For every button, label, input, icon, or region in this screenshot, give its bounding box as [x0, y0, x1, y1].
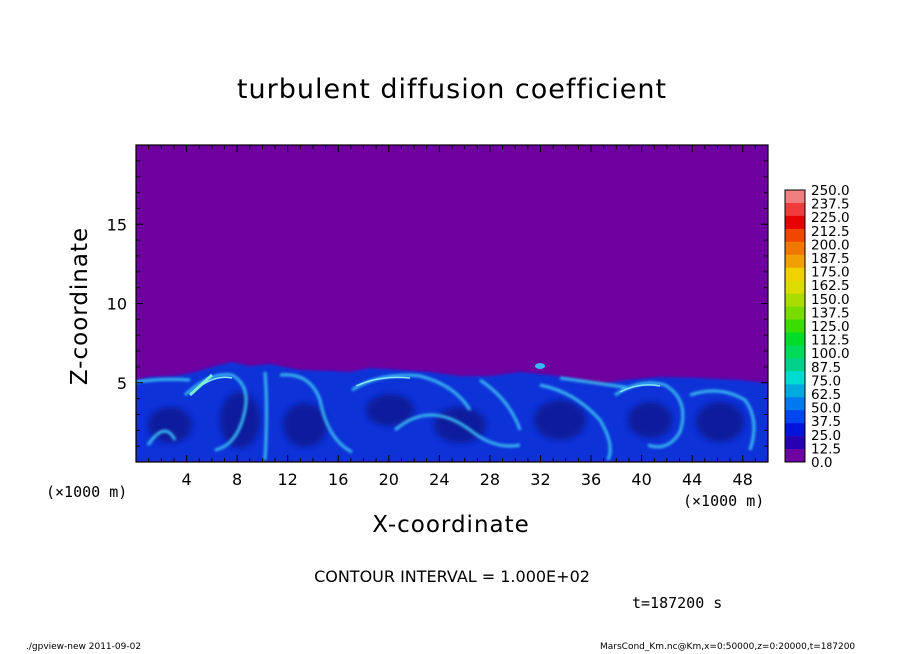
colorbar: 250.0237.5225.0212.5200.0187.5175.0162.5…: [784, 183, 850, 471]
x-tick-label: 48: [733, 470, 753, 489]
x-tick-label: 16: [328, 470, 348, 489]
colorbar-label: 112.5: [811, 333, 850, 349]
contour-interval: CONTOUR INTERVAL = 1.000E+02: [314, 567, 590, 586]
x-axis-unit: (×1000 m): [46, 483, 128, 501]
x-tick-label: 4: [181, 470, 191, 489]
colorbar-swatch: [785, 319, 805, 333]
x-tick-label: 20: [379, 470, 399, 489]
colorbar-label: 62.5: [811, 387, 841, 403]
colorbar-swatch: [785, 371, 805, 385]
colorbar-swatch: [785, 306, 805, 320]
colorbar-label: 125.0: [811, 319, 850, 335]
colorbar-frame: [784, 189, 806, 463]
colorbar-label: 50.0: [811, 401, 841, 417]
colorbar-label: 150.0: [811, 292, 850, 308]
colorbar-swatch: [785, 358, 805, 372]
x-tick-label: 32: [530, 470, 550, 489]
colorbar-label: 137.5: [811, 305, 850, 321]
colorbar-swatch: [785, 397, 805, 411]
colorbar-label: 225.0: [811, 210, 850, 226]
colorbar-label: 162.5: [811, 278, 850, 294]
colorbar-swatch: [785, 410, 805, 424]
colorbar-label: 250.0: [811, 183, 850, 199]
colorbar-swatch: [785, 332, 805, 346]
colorbar-swatch: [785, 345, 805, 359]
y-tick-label: 15: [107, 215, 127, 234]
colorbar-label: 187.5: [811, 251, 850, 267]
x-tick-label: 40: [631, 470, 651, 489]
colorbar-swatch: [785, 293, 805, 307]
colorbar-swatch: [785, 267, 805, 281]
chart-title: turbulent diffusion coefficient: [236, 74, 668, 105]
colorbar-label: 237.5: [811, 197, 850, 213]
colorbar-label: 0.0: [811, 455, 832, 471]
y-tick-label: 5: [117, 374, 127, 393]
colorbar-label: 212.5: [811, 224, 850, 240]
x-tick-label: 8: [232, 470, 242, 489]
footer-left: ./gpview-new 2011-09-02: [26, 642, 142, 652]
colorbar-swatch: [785, 436, 805, 450]
x-axis-unit-right: (×1000 m): [683, 492, 765, 510]
footer-right: MarsCond_Km.nc@Km,x=0:50000,z=0:20000,t=…: [600, 642, 856, 652]
colorbar-swatch: [785, 241, 805, 256]
x-axis: 4 8 12 16 20 24 28 32 36 40 44 48: [148, 145, 756, 489]
colorbar-swatch: [785, 423, 805, 437]
colorbar-label: 25.0: [811, 428, 841, 444]
colorbar-swatch: [785, 228, 805, 243]
x-axis-label: X-coordinate: [372, 512, 530, 538]
colorbar-label: 100.0: [811, 346, 850, 362]
colorbar-swatch: [785, 280, 805, 294]
y-tick-label: 10: [107, 295, 127, 314]
colorbar-label: 37.5: [811, 414, 841, 430]
time-stamp: t=187200 s: [632, 594, 723, 612]
colorbar-label: 87.5: [811, 360, 841, 376]
turbulent-layer: [136, 362, 768, 462]
colorbar-label: 175.0: [811, 265, 850, 281]
colorbar-swatch: [785, 215, 805, 230]
y-axis-label: Z-coordinate: [67, 226, 93, 386]
colorbar-swatch: [785, 449, 805, 463]
colorbar-swatch: [785, 384, 805, 398]
colorbar-label: 200.0: [811, 237, 850, 253]
x-tick-label: 24: [429, 470, 449, 489]
colorbar-label: 12.5: [811, 441, 841, 457]
colorbar-label: 75.0: [811, 373, 841, 389]
x-tick-label: 44: [682, 470, 702, 489]
x-tick-label: 28: [480, 470, 500, 489]
colorbar-swatch: [785, 254, 805, 269]
x-tick-label: 36: [581, 470, 601, 489]
x-tick-label: 12: [278, 470, 298, 489]
colorbar-swatch: [785, 190, 805, 204]
y-axis: 5 10 15: [107, 160, 768, 447]
colorbar-swatch: [785, 202, 805, 217]
